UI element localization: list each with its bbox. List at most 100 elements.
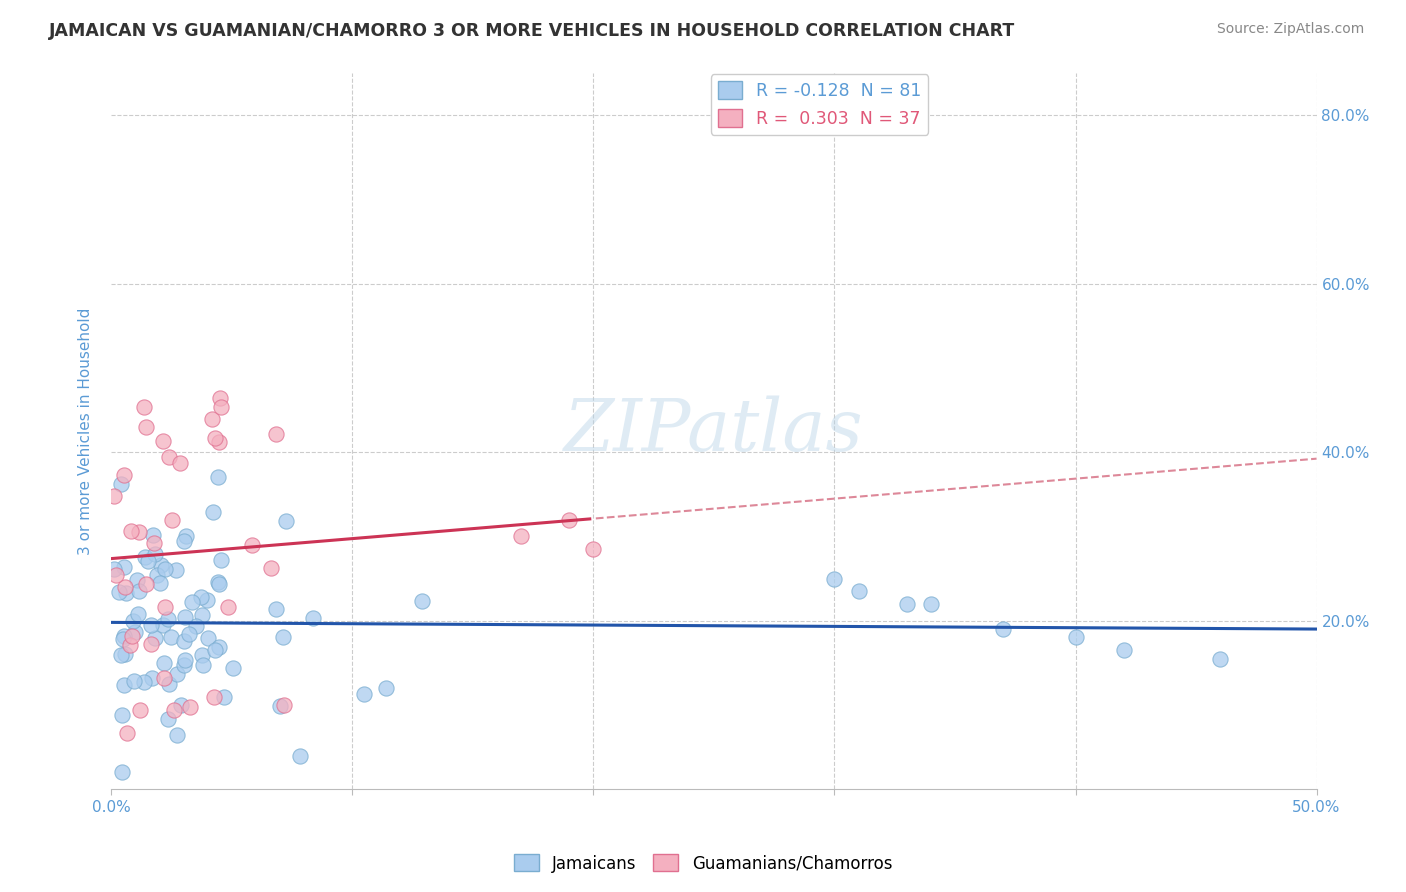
Point bbox=[209, 553, 232, 567]
Point bbox=[143, 631, 166, 645]
Point bbox=[153, 599, 176, 614]
Y-axis label: 3 or more Vehicles in Household: 3 or more Vehicles in Household bbox=[79, 308, 93, 555]
Point bbox=[149, 575, 172, 590]
Point bbox=[120, 638, 142, 652]
Point bbox=[1209, 651, 1232, 665]
Point bbox=[134, 400, 156, 414]
Point bbox=[122, 673, 145, 688]
Point bbox=[103, 562, 125, 576]
Point bbox=[177, 627, 200, 641]
Point bbox=[260, 561, 283, 575]
Point bbox=[166, 666, 188, 681]
Point bbox=[110, 477, 132, 491]
Point bbox=[121, 629, 143, 643]
Point bbox=[191, 648, 214, 662]
Point bbox=[1112, 643, 1135, 657]
Point bbox=[156, 712, 179, 726]
Point bbox=[157, 612, 180, 626]
Point bbox=[160, 513, 183, 527]
Point bbox=[111, 707, 134, 722]
Point bbox=[301, 611, 323, 625]
Point bbox=[115, 586, 138, 600]
Point bbox=[135, 419, 157, 434]
Point bbox=[134, 550, 156, 565]
Point bbox=[920, 597, 942, 611]
Point bbox=[273, 630, 295, 644]
Point bbox=[153, 671, 176, 685]
Point bbox=[823, 572, 845, 586]
Point bbox=[125, 573, 148, 587]
Point bbox=[217, 600, 239, 615]
Text: ZIPatlas: ZIPatlas bbox=[564, 396, 863, 467]
Point bbox=[195, 593, 218, 607]
Point bbox=[128, 583, 150, 598]
Point bbox=[169, 456, 191, 470]
Point bbox=[201, 411, 224, 425]
Point bbox=[173, 634, 195, 648]
Point bbox=[266, 427, 288, 442]
Point bbox=[264, 602, 287, 616]
Point bbox=[204, 431, 226, 445]
Point bbox=[208, 577, 231, 591]
Point bbox=[141, 671, 163, 685]
Point bbox=[115, 725, 138, 739]
Point bbox=[207, 574, 229, 589]
Point bbox=[150, 558, 173, 572]
Point bbox=[290, 749, 312, 764]
Point bbox=[207, 640, 229, 654]
Point bbox=[190, 591, 212, 605]
Point bbox=[135, 577, 157, 591]
Point bbox=[112, 632, 135, 646]
Text: JAMAICAN VS GUAMANIAN/CHAMORRO 3 OR MORE VEHICLES IN HOUSEHOLD CORRELATION CHART: JAMAICAN VS GUAMANIAN/CHAMORRO 3 OR MORE… bbox=[49, 22, 1015, 40]
Legend: R = -0.128  N = 81, R =  0.303  N = 37: R = -0.128 N = 81, R = 0.303 N = 37 bbox=[711, 75, 928, 135]
Point bbox=[222, 661, 245, 675]
Point bbox=[896, 597, 918, 611]
Point bbox=[143, 547, 166, 561]
Point bbox=[191, 608, 214, 623]
Point bbox=[202, 690, 225, 704]
Point bbox=[112, 629, 135, 643]
Point bbox=[204, 642, 226, 657]
Text: Source: ZipAtlas.com: Source: ZipAtlas.com bbox=[1216, 22, 1364, 37]
Point bbox=[201, 505, 224, 519]
Point bbox=[112, 560, 135, 574]
Point bbox=[582, 541, 605, 556]
Point bbox=[132, 674, 155, 689]
Point bbox=[153, 657, 176, 671]
Point bbox=[208, 391, 231, 405]
Point bbox=[146, 568, 169, 582]
Point bbox=[276, 514, 298, 528]
Point bbox=[993, 622, 1015, 636]
Point bbox=[208, 434, 231, 449]
Point bbox=[848, 584, 870, 599]
Point bbox=[112, 467, 135, 482]
Point bbox=[142, 527, 165, 541]
Point bbox=[411, 593, 433, 607]
Point bbox=[136, 554, 159, 568]
Point bbox=[166, 728, 188, 742]
Point bbox=[143, 536, 166, 550]
Point bbox=[157, 450, 180, 464]
Point bbox=[128, 703, 150, 717]
Point bbox=[170, 698, 193, 712]
Point bbox=[120, 524, 142, 539]
Point bbox=[207, 470, 229, 484]
Point bbox=[139, 637, 162, 651]
Point bbox=[124, 624, 146, 639]
Point bbox=[112, 678, 135, 692]
Point bbox=[114, 647, 136, 661]
Point bbox=[174, 653, 197, 667]
Point bbox=[110, 648, 132, 663]
Point bbox=[181, 595, 204, 609]
Point bbox=[103, 489, 125, 503]
Point bbox=[212, 690, 235, 704]
Point bbox=[159, 630, 181, 644]
Point bbox=[141, 617, 163, 632]
Point bbox=[114, 580, 136, 594]
Point bbox=[240, 538, 263, 552]
Point bbox=[104, 568, 127, 582]
Point bbox=[155, 562, 177, 576]
Point bbox=[108, 585, 131, 599]
Point bbox=[375, 681, 398, 695]
Point bbox=[128, 524, 150, 539]
